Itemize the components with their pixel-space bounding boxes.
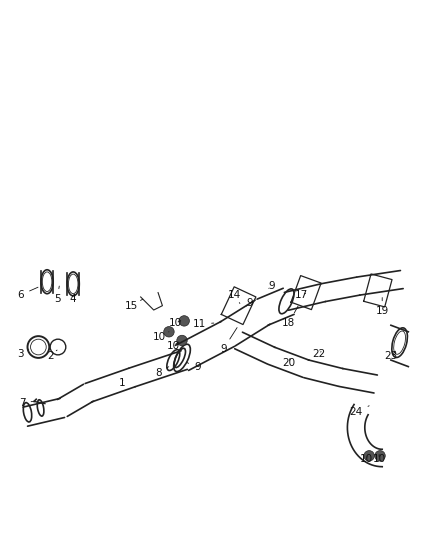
Text: 22: 22 [312,350,326,359]
Text: 4: 4 [70,294,77,304]
Text: 7: 7 [19,398,33,408]
Text: 19: 19 [375,297,389,316]
Circle shape [375,450,385,461]
Text: 2: 2 [47,350,57,361]
Text: 5: 5 [54,286,60,304]
Text: 3: 3 [17,349,29,359]
Text: 1: 1 [119,378,126,388]
Text: 14: 14 [228,290,241,303]
Text: 20: 20 [282,358,295,368]
Text: 18: 18 [282,306,298,328]
Text: 24: 24 [350,406,369,417]
Circle shape [177,335,187,346]
Text: 17: 17 [295,290,308,300]
Text: 10: 10 [373,454,386,464]
Text: 8: 8 [155,367,169,378]
Text: 9: 9 [186,362,201,373]
Text: 9: 9 [220,328,237,354]
Text: 23: 23 [384,351,398,361]
Text: 11: 11 [193,319,214,329]
Circle shape [179,316,189,326]
Text: 10: 10 [167,341,180,351]
Text: 6: 6 [18,287,38,300]
Text: 15: 15 [124,299,143,311]
Text: 9: 9 [246,298,253,309]
Text: 9: 9 [268,281,275,291]
Circle shape [364,450,374,461]
Text: 10: 10 [153,332,169,342]
Circle shape [164,327,174,337]
Text: 10: 10 [169,318,182,328]
Text: 10: 10 [360,454,373,464]
